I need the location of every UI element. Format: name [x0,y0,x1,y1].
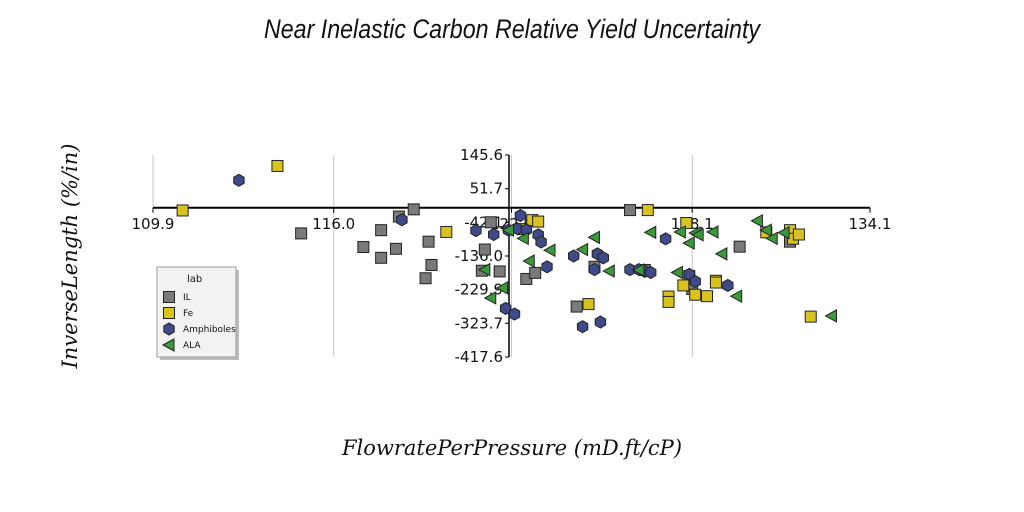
data-point-amphiboles [470,223,482,238]
legend: lab IL Fe Amphiboles ALA [156,266,239,360]
data-point-ala [575,242,589,257]
x-tick-label: 116.0 [312,215,355,233]
data-point-ala [516,231,529,246]
data-point-fe [176,204,189,217]
data-point-il [357,241,370,254]
data-point-amphiboles [588,263,601,277]
data-point-ala [501,223,515,238]
legend-title: lab [187,274,202,285]
grid-lines [152,155,693,357]
data-point-ala [777,225,790,240]
y-tick-label: -136.0 [455,247,503,265]
data-point-ala [824,309,837,323]
data-point-fe [701,290,714,303]
data-point-amphiboles [645,265,657,280]
data-point-amphiboles [233,173,245,187]
data-point-ala [477,262,491,277]
data-point-ala [483,291,497,305]
data-point-amphiboles [576,320,589,334]
data-point-fe [662,295,675,308]
legend-label-fe: Fe [183,309,194,319]
y-tick-label: 51.7 [470,180,503,198]
data-point-amphiboles [597,251,609,265]
legend-label-il: IL [183,293,191,303]
y-tick-label: -323.7 [455,314,503,332]
data-point-il [520,272,533,285]
data-point-amphiboles [659,232,672,246]
data-point-ala [714,247,728,261]
data-point-il [389,242,402,255]
data-point-ala [495,281,509,295]
data-point-il [529,266,542,279]
data-point-ala [542,243,556,258]
data-point-ala [670,265,683,280]
data-point-fe [271,159,284,172]
data-point-il [425,258,438,271]
data-point-amphiboles [488,227,500,242]
data-point-ala [750,214,763,228]
data-point-ala [759,223,772,238]
data-point-amphiboles [568,249,580,263]
legend-marker-fe [163,307,175,319]
data-point-fe [677,279,690,292]
data-point-ala [522,254,535,268]
x-axis-label: FlowratePerPressure (mD.ft/cP) [341,436,683,460]
data-point-ala [705,225,719,239]
data-point-il [733,240,746,253]
y-tick-label: -417.6 [455,348,503,366]
data-point-amphiboles [535,235,547,249]
data-point-fe [641,204,654,217]
data-point-amphiboles [689,274,701,289]
data-point-fe [804,310,817,323]
data-point-fe [709,276,722,289]
data-point-ala [631,263,645,277]
x-tick-label: 109.9 [132,215,175,233]
data-point-ala [765,231,778,246]
data-point-amphiboles [508,307,521,321]
legend-label-ala: ALA [183,341,201,351]
data-point-ala [673,225,686,239]
data-point-fe [792,228,805,241]
y-tick-label: 145.6 [460,146,503,164]
data-point-fe [582,298,595,311]
y-tick-label: -42.1 [464,213,503,231]
data-point-ala [682,236,695,250]
data-point-il [419,272,432,285]
legend-marker-ala [161,338,175,352]
data-point-fe [680,217,693,230]
data-point-fe [532,215,545,228]
legend-marker-il [163,291,175,303]
data-point-amphiboles [396,213,408,227]
data-point-il [407,203,420,216]
axes: 109.9116.0122.0128.1134.1145.651.7-42.1-… [132,146,892,366]
data-point-il [493,265,506,278]
data-point-amphiboles [594,315,607,329]
data-points [176,159,837,334]
data-point-ala [691,227,704,242]
data-point-il [624,204,637,217]
data-point-ala [587,230,600,245]
data-point-amphiboles [499,301,512,315]
data-point-il [478,243,491,256]
data-point-il [484,216,497,229]
data-point-il [375,224,388,237]
data-point-il [375,251,388,264]
legend-marker-amphiboles [163,322,175,336]
data-point-il [422,235,435,248]
chart-title: Near Inelastic Carbon Relative Yield Unc… [263,14,761,44]
data-point-ala [643,225,657,240]
data-point-amphiboles [722,278,734,292]
data-point-ala [729,289,743,304]
data-point-amphiboles [541,260,553,274]
legend-label-amphiboles: Amphiboles [183,325,236,335]
x-tick-label: 134.1 [849,215,892,233]
data-point-il [295,227,308,240]
data-point-ala [602,264,615,278]
data-point-fe [440,225,453,238]
data-point-il [570,300,583,313]
data-point-fe [689,288,702,301]
data-point-amphiboles [514,208,527,223]
